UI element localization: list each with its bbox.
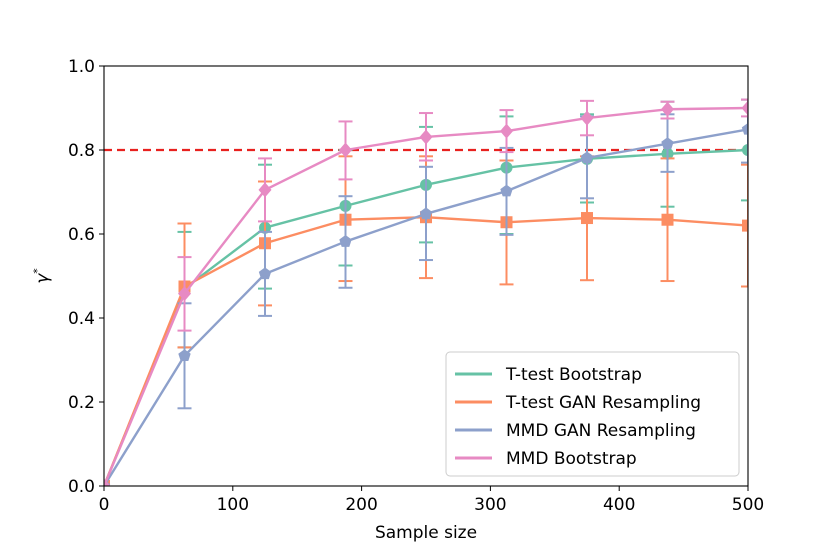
x-tick-label: 200 xyxy=(345,495,377,515)
legend-entry-t-test-bootstrap-label: T-test Bootstrap xyxy=(505,365,642,385)
series-mmd-bootstrap-marker-diamond xyxy=(419,129,433,145)
series-mmd-gan-resampling-marker-pentagon xyxy=(500,184,513,197)
series-mmd-gan-resampling-marker-pentagon xyxy=(419,207,433,220)
y-tick-label: 0.4 xyxy=(68,309,95,329)
series-mmd-bootstrap-marker-diamond xyxy=(178,286,191,302)
y-axis-label: γ* xyxy=(31,268,53,284)
x-tick-label: 0 xyxy=(99,495,110,515)
x-axis-label: Sample size xyxy=(375,523,477,543)
series-mmd-bootstrap-marker-diamond xyxy=(104,478,111,486)
y-axis-ticks: 0.0 0.2 0.4 0.6 0.8 1.0 xyxy=(68,57,104,497)
y-tick-label: 1.0 xyxy=(68,57,95,77)
series-mmd-bootstrap-marker-diamond xyxy=(258,182,272,198)
series-layer xyxy=(104,98,748,486)
series-mmd-bootstrap xyxy=(104,98,748,486)
legend-entry-t-test-gan-resampling-label: T-test GAN Resampling xyxy=(505,393,701,413)
x-tick-label: 300 xyxy=(474,495,506,515)
series-mmd-bootstrap-marker-diamond xyxy=(580,110,594,126)
series-mmd-bootstrap-marker-diamond xyxy=(661,101,674,117)
series-mmd-gan-resampling-marker-pentagon xyxy=(580,151,594,164)
series-mmd-bootstrap-marker-diamond xyxy=(339,142,352,158)
series-t-test-gan-resampling-marker-square xyxy=(581,212,593,225)
plot-area xyxy=(104,98,748,486)
y-axis-label-symbol: γ xyxy=(33,273,53,284)
x-tick-label: 400 xyxy=(603,495,635,515)
series-mmd-gan-resampling-marker-pentagon xyxy=(258,267,272,280)
y-tick-label: 0.0 xyxy=(68,477,95,497)
legend-entry-mmd-gan-resampling-label: MMD GAN Resampling xyxy=(506,421,696,441)
series-t-test-gan-resampling-marker-square xyxy=(661,213,674,226)
series-t-test-bootstrap-marker-circle xyxy=(742,144,748,156)
y-tick-label: 0.6 xyxy=(68,225,95,245)
series-mmd-bootstrap-marker-diamond xyxy=(500,123,513,139)
plot-frame xyxy=(103,65,749,487)
series-mmd-bootstrap-marker-diamond xyxy=(741,100,748,116)
series-mmd-gan-resampling-marker-pentagon xyxy=(741,122,748,135)
series-mmd-gan-resampling xyxy=(104,98,748,486)
legend-entry-mmd-bootstrap-label: MMD Bootstrap xyxy=(506,449,637,469)
series-mmd-gan-resampling-marker-pentagon xyxy=(339,235,352,247)
x-tick-label: 500 xyxy=(732,495,764,515)
series-mmd-gan-resampling-marker-pentagon xyxy=(178,349,191,362)
y-tick-label: 0.2 xyxy=(68,393,95,413)
legend-frame xyxy=(445,351,740,477)
x-tick-label: 100 xyxy=(217,495,249,515)
y-tick-label: 0.8 xyxy=(68,141,95,161)
y-axis-label-superscript: * xyxy=(31,268,44,274)
series-mmd-gan-resampling-marker-pentagon xyxy=(661,137,674,149)
series-t-test-gan-resampling-marker-square xyxy=(742,219,748,232)
legend: T-test Bootstrap T-test GAN Resampling MMD… xyxy=(445,351,740,477)
x-axis-ticks: 0 100 200 300 400 500 xyxy=(99,486,764,515)
